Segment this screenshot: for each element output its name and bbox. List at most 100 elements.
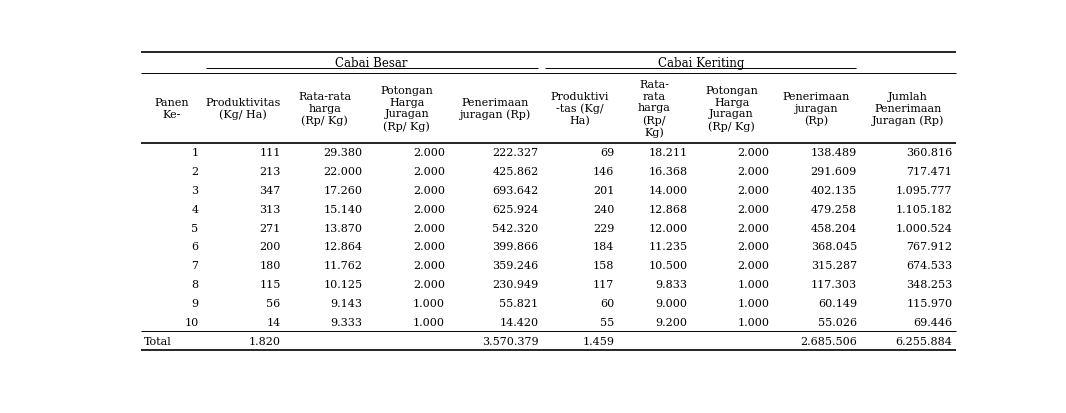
Text: 2.000: 2.000 [413,223,445,233]
Text: 1.000: 1.000 [738,280,770,290]
Text: 115: 115 [259,280,280,290]
Text: 9.200: 9.200 [656,317,688,327]
Text: 14.000: 14.000 [648,185,688,195]
Text: 9.333: 9.333 [330,317,362,327]
Text: 2.000: 2.000 [413,261,445,271]
Text: 15.140: 15.140 [324,204,362,214]
Text: 180: 180 [259,261,280,271]
Text: 2.000: 2.000 [738,261,770,271]
Text: 313: 313 [259,204,280,214]
Text: 2.000: 2.000 [413,185,445,195]
Text: 117: 117 [593,280,614,290]
Text: 348.253: 348.253 [906,280,952,290]
Text: Panen
Ke-: Panen Ke- [154,98,189,119]
Text: 399.866: 399.866 [492,242,538,252]
Text: 1.459: 1.459 [582,336,614,346]
Text: 271: 271 [259,223,280,233]
Text: 4: 4 [192,204,198,214]
Text: 2.000: 2.000 [413,242,445,252]
Text: 10: 10 [184,317,198,327]
Text: 360.816: 360.816 [906,148,952,158]
Text: Penerimaan
juragan (Rp): Penerimaan juragan (Rp) [459,97,531,120]
Text: 1: 1 [192,148,198,158]
Text: 11.235: 11.235 [648,242,688,252]
Text: 69: 69 [600,148,614,158]
Text: 213: 213 [259,166,280,176]
Text: 55.026: 55.026 [818,317,857,327]
Text: 291.609: 291.609 [811,166,857,176]
Text: 12.868: 12.868 [648,204,688,214]
Text: 10.125: 10.125 [324,280,362,290]
Text: 69.446: 69.446 [914,317,952,327]
Text: 1.000.524: 1.000.524 [895,223,952,233]
Text: 10.500: 10.500 [648,261,688,271]
Text: 12.864: 12.864 [324,242,362,252]
Text: Produktivitas
(Kg/ Ha): Produktivitas (Kg/ Ha) [205,97,280,120]
Text: 1.000: 1.000 [413,298,445,308]
Text: 359.246: 359.246 [492,261,538,271]
Text: 1.000: 1.000 [738,298,770,308]
Text: 1.820: 1.820 [248,336,280,346]
Text: Potongan
Harga
Juragan
(Rp/ Kg): Potongan Harga Juragan (Rp/ Kg) [381,86,433,131]
Text: 2.000: 2.000 [413,148,445,158]
Text: Penerimaan
juragan
(Rp): Penerimaan juragan (Rp) [782,92,850,126]
Text: 9.000: 9.000 [656,298,688,308]
Text: 674.533: 674.533 [906,261,952,271]
Text: 146: 146 [593,166,614,176]
Text: 201: 201 [593,185,614,195]
Text: 17.260: 17.260 [324,185,362,195]
Text: 1.105.182: 1.105.182 [895,204,952,214]
Text: 9.143: 9.143 [330,298,362,308]
Text: 458.204: 458.204 [811,223,857,233]
Text: 29.380: 29.380 [324,148,362,158]
Text: 9.833: 9.833 [656,280,688,290]
Text: 717.471: 717.471 [906,166,952,176]
Text: 18.211: 18.211 [648,148,688,158]
Text: 55.821: 55.821 [499,298,538,308]
Text: 111: 111 [259,148,280,158]
Text: 625.924: 625.924 [492,204,538,214]
Text: Produktivi
-tas (Kg/
Ha): Produktivi -tas (Kg/ Ha) [550,92,609,126]
Text: 22.000: 22.000 [324,166,362,176]
Text: 2.685.506: 2.685.506 [801,336,857,346]
Text: 5: 5 [192,223,198,233]
Text: 13.870: 13.870 [324,223,362,233]
Text: 12.000: 12.000 [648,223,688,233]
Text: 1.000: 1.000 [738,317,770,327]
Text: 55: 55 [600,317,614,327]
Text: 14: 14 [266,317,280,327]
Text: 138.489: 138.489 [811,148,857,158]
Text: 56: 56 [266,298,280,308]
Text: 16.368: 16.368 [648,166,688,176]
Text: 1.000: 1.000 [413,317,445,327]
Text: 2.000: 2.000 [413,280,445,290]
Text: 14.420: 14.420 [499,317,538,327]
Text: 117.303: 117.303 [811,280,857,290]
Text: Potongan
Harga
Juragan
(Rp/ Kg): Potongan Harga Juragan (Rp/ Kg) [706,86,758,131]
Text: 2.000: 2.000 [738,223,770,233]
Text: Total: Total [144,336,172,346]
Text: 8: 8 [192,280,198,290]
Text: Rata-rata
harga
(Rp/ Kg): Rata-rata harga (Rp/ Kg) [298,92,352,126]
Text: 6: 6 [192,242,198,252]
Text: 767.912: 767.912 [906,242,952,252]
Text: 184: 184 [593,242,614,252]
Text: 60: 60 [600,298,614,308]
Text: 2.000: 2.000 [738,242,770,252]
Text: 347: 347 [259,185,280,195]
Text: 240: 240 [593,204,614,214]
Text: 315.287: 315.287 [811,261,857,271]
Text: 2.000: 2.000 [738,166,770,176]
Text: 402.135: 402.135 [811,185,857,195]
Text: 1.095.777: 1.095.777 [895,185,952,195]
Text: 542.320: 542.320 [492,223,538,233]
Text: Jumlah
Penerimaan
Juragan (Rp): Jumlah Penerimaan Juragan (Rp) [872,92,944,126]
Text: 60.149: 60.149 [818,298,857,308]
Text: 6.255.884: 6.255.884 [895,336,952,346]
Text: 7: 7 [192,261,198,271]
Text: 9: 9 [192,298,198,308]
Text: 693.642: 693.642 [492,185,538,195]
Text: 2.000: 2.000 [738,185,770,195]
Text: 222.327: 222.327 [492,148,538,158]
Text: 368.045: 368.045 [811,242,857,252]
